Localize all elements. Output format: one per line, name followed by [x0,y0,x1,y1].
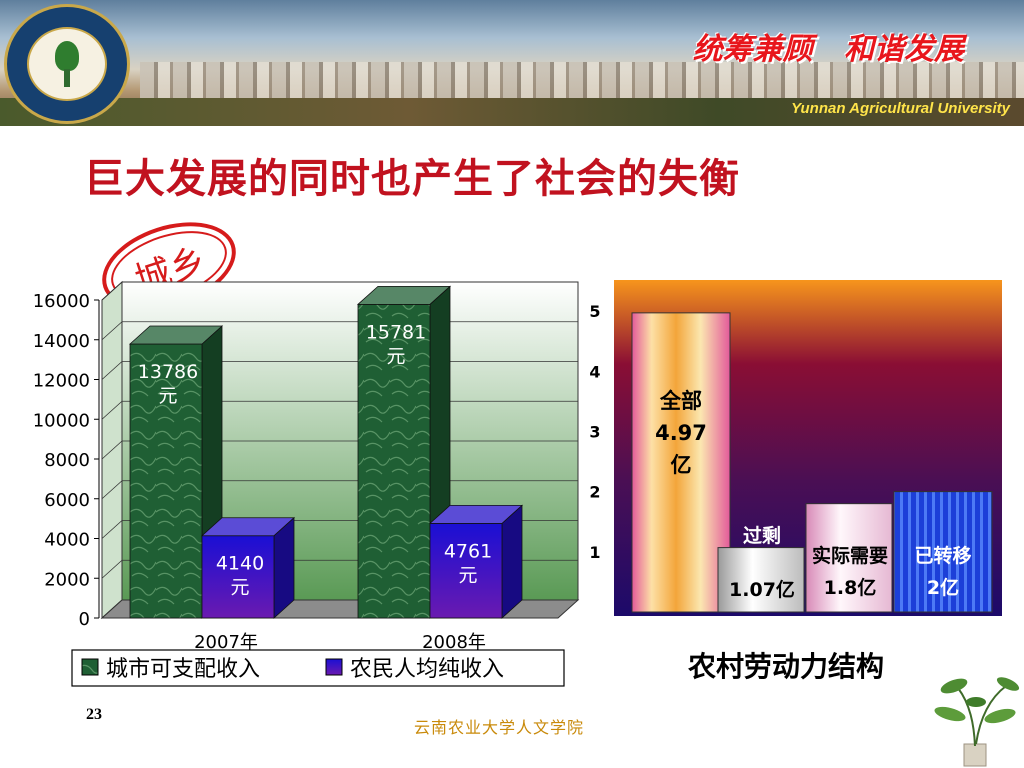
data-label: 4761 元 [444,540,492,586]
bar-urban-income [129,343,203,619]
bar-label-needed: 实际需要 1.8亿 [812,544,888,599]
city-skyline [140,62,1024,102]
university-name-en: Yunnan Agricultural University [791,100,1010,117]
y-tick-label: 4000 [44,530,90,551]
gridline-side [101,599,123,619]
bar-top [428,504,524,524]
y-tick-label: 12000 [33,371,90,392]
gridline-side [101,559,123,579]
y-tick-label: 4 [589,362,600,381]
y-axis-strip [580,280,614,616]
bar-needed-labor [805,503,893,613]
y-tick-label: 16000 [33,291,90,312]
seal-tree-icon [55,41,79,71]
university-seal-icon [4,4,130,124]
slogan: 统筹兼顾 和谐发展 [692,32,964,67]
bar-rural-income [201,535,275,619]
header-banner: 统筹兼顾 和谐发展 Yunnan Agricultural University [0,0,1024,126]
gridline-side [101,520,123,539]
y-tick-label: 8000 [44,450,90,471]
rural-labor-chart-title: 农村劳动力结构 [688,650,885,683]
data-label: 4140 元 [216,553,264,599]
seal-trunk [64,69,70,87]
bar-label-total: 全部 4.97 亿 [655,389,707,477]
y-tick-label: 2000 [44,569,90,590]
bar-label-surplus: 1.07亿 [729,578,795,601]
y-tick-label: 2 [589,483,600,502]
y-tick-label: 5 [589,302,600,321]
bar-surplus-labor [717,547,805,613]
legend-swatch-urban [81,658,99,676]
footer-text: 云南农业大学人文学院 [414,718,585,737]
gridline-side [101,480,123,500]
gridline-side [101,361,123,380]
bar-rural-income [429,522,503,619]
income-bar-chart: 0 2000 4000 6000 8000 10000 12000 14000 16000 137… [33,280,580,687]
bar-side [501,504,523,619]
bar-transferred-labor [893,491,993,613]
y-tick-label: 0 [79,609,90,630]
bar-top [356,285,452,305]
bar-top-label-surplus: 过剩 [743,525,781,547]
bar-urban-income [357,303,431,619]
bar-label-transferred: 已转移 2亿 [914,544,971,599]
bar-total-labor [631,312,731,613]
data-label: 13786 元 [138,361,198,407]
bar-top [200,517,296,537]
legend-label-rural: 农民人均纯收入 [350,657,504,682]
legend-swatch-rural [325,658,343,676]
legend: 城市可支配收入 农民人均纯收入 [71,649,565,687]
y-tick-label: 3 [589,422,600,441]
y-tick-label: 1 [589,543,600,562]
bar-top [128,325,224,345]
gridline-side [101,321,123,341]
x-category-label: 2007年 [194,632,258,653]
gridline-side [101,281,123,301]
gridline-side [101,440,123,460]
gridline-side [101,400,123,420]
x-category-label: 2008年 [422,632,486,653]
y-tick-label: 10000 [33,410,90,431]
legend-box [71,649,565,687]
slide-title: 巨大发展的同时也产生了社会的失衡 [84,156,740,202]
y-tick-label: 6000 [44,490,90,511]
banner-ground [0,98,1024,126]
page-number: 23 [86,706,102,723]
potted-plant-icon [934,677,1020,767]
y-tick-label: 14000 [33,331,90,352]
data-label: 15781 元 [366,321,426,367]
legend-label-urban: 城市可支配收入 [106,657,260,682]
